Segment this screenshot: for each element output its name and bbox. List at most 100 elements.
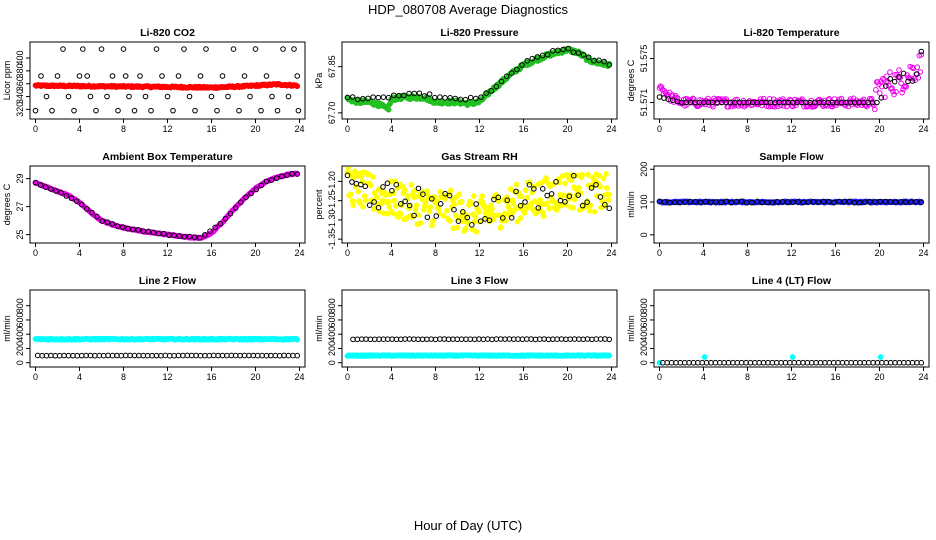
data-point-samples: [284, 172, 290, 178]
x-tick-label: 16: [518, 372, 528, 382]
data-point-samples: [365, 95, 371, 102]
data-point-average: [570, 204, 577, 211]
y-axis-label: ml/min: [626, 315, 636, 342]
data-point-samples: [390, 92, 397, 99]
data-point-samples: [385, 94, 392, 101]
y-tick-label: 800: [327, 298, 337, 313]
data-point-samples: [702, 198, 709, 205]
data-point-samples: [344, 172, 351, 179]
data-point-average: [405, 192, 412, 199]
x-tick-label: 24: [294, 124, 304, 134]
data-point-samples: [109, 73, 116, 79]
panel-title: Sample Flow: [759, 151, 824, 163]
data-point-samples: [580, 52, 587, 58]
y-axis-label: ml/min: [314, 315, 324, 342]
data-point-samples: [517, 202, 524, 209]
x-axis-label: Hour of Day (UTC): [413, 518, 523, 533]
data-point-samples: [602, 201, 608, 208]
data-point-samples: [495, 194, 502, 201]
data-point-samples: [384, 180, 391, 187]
data-point-samples: [593, 181, 599, 188]
y-tick-label: 0: [639, 360, 649, 365]
x-tick-label: 20: [250, 372, 260, 382]
data-point-samples: [142, 93, 149, 100]
panel-rh: Gas Stream RH 0 4 8 12 16 20 24 -1.35-1.30-1.25-…: [314, 151, 618, 258]
data-point-samples: [181, 46, 187, 52]
x-tick-label: 12: [474, 124, 484, 134]
x-tick-label: 20: [250, 124, 260, 134]
data-point-samples: [526, 181, 533, 188]
x-tick-label: 24: [606, 124, 616, 134]
data-point-average: [417, 220, 424, 226]
data-point-samples: [878, 94, 885, 101]
data-point-samples: [553, 178, 559, 185]
x-tick-label: 20: [874, 372, 884, 382]
data-point-samples: [918, 359, 925, 366]
data-point-average: [882, 94, 888, 101]
y-tick-label: 0: [639, 232, 649, 237]
data-point-samples: [120, 46, 127, 52]
figure-title: HDP_080708 Average Diagnostics: [368, 2, 568, 17]
data-point-samples: [867, 198, 873, 205]
data-point-average: [544, 200, 551, 207]
data-point-average: [799, 96, 805, 102]
x-tick-label: 16: [830, 248, 840, 258]
data-point-samples: [119, 224, 126, 230]
data-point-samples: [94, 213, 100, 220]
data-point-samples: [883, 83, 889, 89]
data-point-samples: [550, 47, 556, 54]
data-point-samples: [584, 199, 590, 205]
data-point-samples: [371, 199, 377, 205]
data-point-average: [514, 218, 521, 225]
data-point-average: [472, 213, 479, 220]
data-point-samples: [522, 199, 528, 205]
data-point-average: [606, 352, 613, 359]
panel-title: Line 2 Flow: [139, 275, 197, 287]
data-point-samples: [897, 198, 904, 205]
data-point-samples: [774, 199, 781, 205]
data-point-samples: [790, 199, 796, 206]
data-point-samples: [159, 73, 165, 79]
x-tick-label: 12: [162, 372, 172, 382]
data-point-samples: [913, 198, 919, 205]
data-point-samples: [900, 70, 907, 77]
data-point-average: [462, 225, 469, 232]
data-point-average: [903, 83, 909, 90]
data-point-average: [475, 209, 482, 215]
data-point-samples: [32, 107, 39, 114]
data-point-samples: [508, 70, 515, 76]
data-point-samples: [115, 107, 121, 114]
data-point-average: [563, 172, 570, 178]
data-point-samples: [535, 205, 542, 211]
data-point-average: [422, 199, 429, 206]
data-point-samples: [68, 195, 75, 202]
panel-title: Line 4 (LT) Flow: [752, 275, 832, 287]
panel-title: Li-820 CO2: [140, 27, 195, 39]
data-point-samples: [779, 199, 786, 205]
y-tick-label: 0: [327, 360, 337, 365]
data-point-samples: [749, 199, 755, 206]
x-tick-label: 24: [918, 248, 928, 258]
data-point-average: [879, 83, 885, 90]
data-point-samples: [60, 46, 66, 52]
data-point-samples: [207, 228, 213, 234]
x-tick-label: 20: [562, 248, 572, 258]
data-point-average: [540, 213, 547, 220]
data-point-samples: [130, 226, 136, 233]
data-point-average: [448, 187, 454, 194]
x-tick-label: 16: [206, 372, 216, 382]
data-point-average: [600, 175, 607, 182]
data-point-samples: [227, 210, 234, 217]
data-point-samples: [903, 199, 909, 205]
data-point-samples: [452, 95, 459, 102]
data-point-average: [402, 187, 408, 193]
data-point-samples: [723, 198, 730, 205]
data-point-samples: [800, 199, 807, 206]
data-point-average: [360, 203, 366, 210]
y-tick-label: 100: [639, 195, 649, 210]
data-point-samples: [596, 57, 602, 64]
y-tick-label: 200: [639, 162, 649, 177]
data-point-average: [524, 194, 531, 201]
